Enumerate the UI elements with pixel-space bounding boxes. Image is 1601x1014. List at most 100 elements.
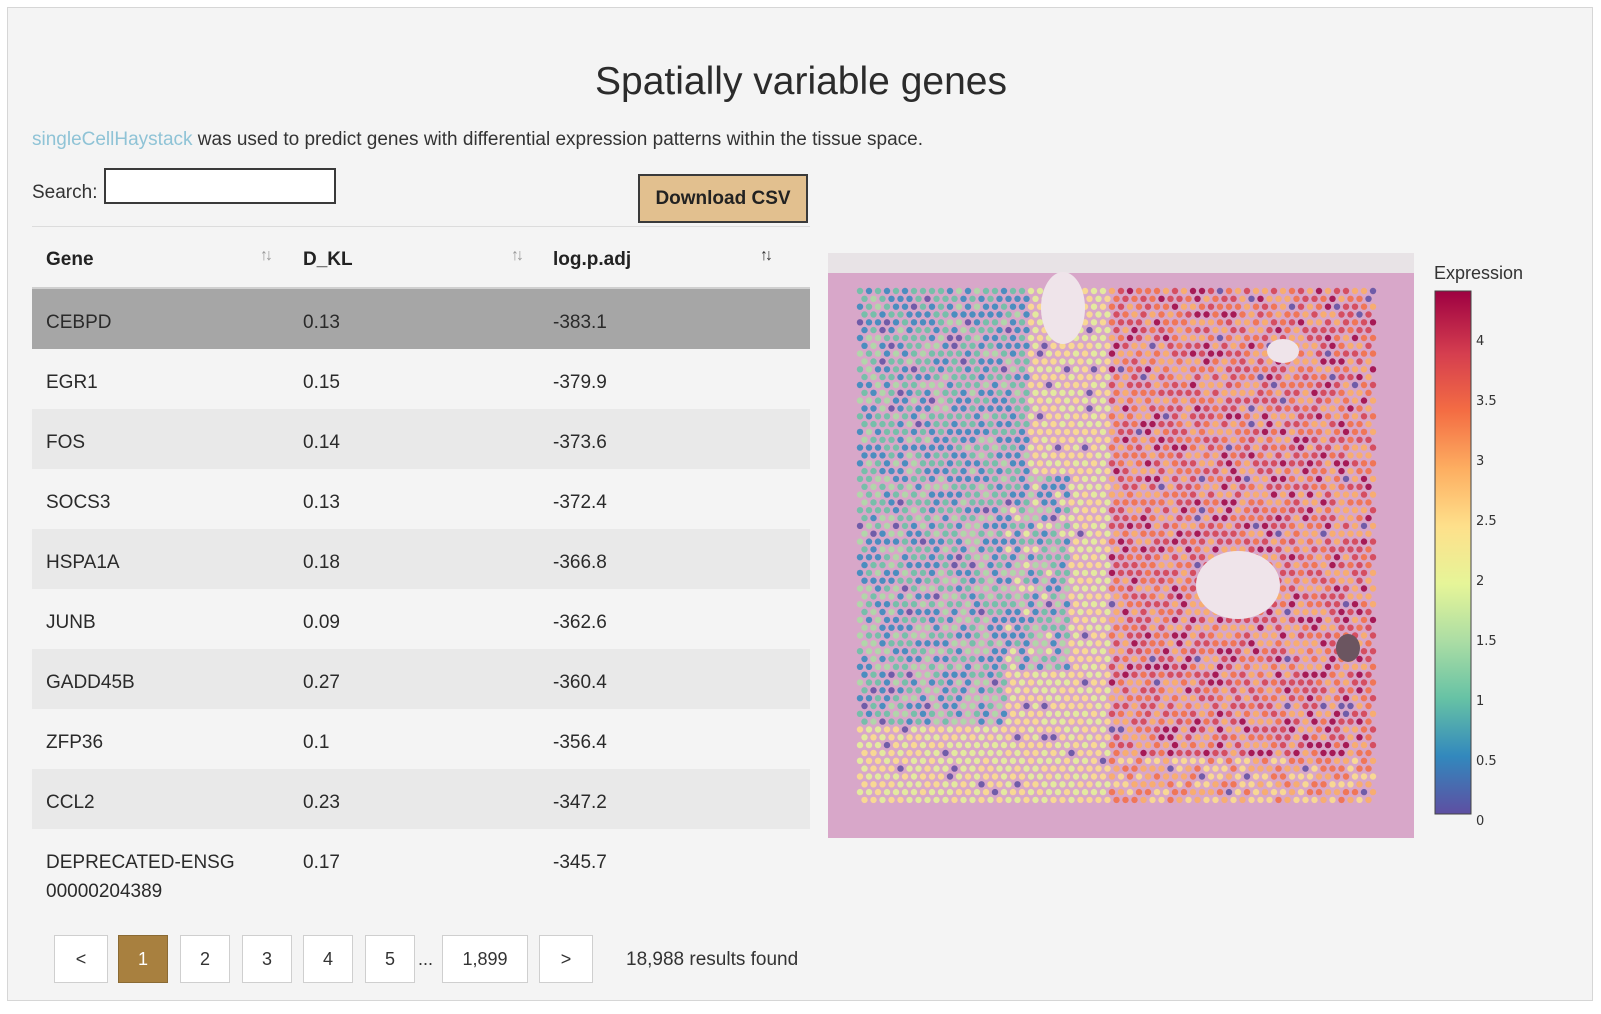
column-header-gene[interactable]: Gene (46, 249, 94, 270)
expression-spot (1005, 514, 1012, 522)
expression-spot (987, 687, 994, 694)
expression-spot (964, 741, 972, 749)
table-row[interactable]: CEBPD 0.13 -383.1 (32, 289, 810, 349)
expression-spot (1198, 413, 1206, 420)
expression-spot (1257, 718, 1264, 725)
expression-spot (955, 413, 963, 420)
page-button-last[interactable]: 1,899 (442, 935, 528, 983)
page-button-5[interactable]: 5 (365, 935, 415, 983)
table-row[interactable]: GADD45B 0.27 -360.4 (32, 649, 810, 709)
page-button-1[interactable]: 1 (118, 935, 168, 983)
expression-spot (919, 632, 927, 639)
table-row[interactable]: ZFP36 0.1 -356.4 (32, 709, 810, 769)
expression-spot (955, 366, 963, 373)
expression-spot (1032, 452, 1039, 459)
expression-spot (996, 608, 1003, 616)
table-row[interactable]: DEPRECATED-ENSG00000204389 0.17 -345.7 (32, 829, 810, 905)
table-row[interactable]: CCL2 0.23 -347.2 (32, 769, 810, 829)
expression-spot (1306, 334, 1314, 342)
spatial-expression-plot[interactable] (828, 253, 1414, 838)
expression-spot (942, 671, 949, 678)
table-row[interactable]: EGR1 0.15 -379.9 (32, 349, 810, 409)
expression-spot (1153, 601, 1161, 608)
expression-spot (870, 373, 877, 381)
expression-spot (1342, 695, 1350, 702)
expression-spot (1068, 530, 1075, 537)
expression-spot (1099, 601, 1107, 608)
expression-spot (1000, 585, 1008, 592)
table-row[interactable]: FOS 0.14 -373.6 (32, 409, 810, 469)
expression-spot (933, 655, 940, 663)
table-row[interactable]: HSPA1A 0.18 -366.8 (32, 529, 810, 589)
expression-spot (1252, 695, 1260, 702)
singlecellhaystack-link[interactable]: singleCellHaystack (32, 129, 193, 150)
expression-spot (1140, 358, 1147, 365)
expression-spot (901, 397, 909, 404)
expression-spot (1243, 413, 1251, 420)
expression-spot (861, 389, 868, 396)
expression-spot (933, 765, 940, 772)
expression-spot (1122, 420, 1129, 428)
expression-spot (1144, 632, 1152, 639)
expression-spot (1351, 773, 1359, 780)
expression-spot (1045, 788, 1053, 796)
expression-spot (874, 554, 882, 561)
table-row[interactable]: SOCS3 0.13 -372.4 (32, 469, 810, 529)
expression-spot (906, 436, 913, 443)
expression-spot (1171, 428, 1179, 436)
expression-spot (1320, 718, 1327, 725)
expression-spot (1221, 765, 1228, 772)
next-page-button[interactable]: > (539, 935, 593, 983)
expression-spot (1090, 366, 1098, 373)
expression-spot (987, 373, 994, 381)
expression-spot (1252, 507, 1260, 514)
sort-logp-icon[interactable]: ↑↓ (760, 247, 773, 264)
expression-spot (1063, 428, 1071, 436)
expression-spot (856, 788, 864, 796)
expression-spot (1135, 679, 1143, 686)
prev-page-button[interactable]: < (54, 935, 108, 983)
expression-spot (906, 718, 913, 725)
expression-spot (1207, 303, 1215, 310)
expression-spot (1050, 452, 1057, 459)
column-header-logp[interactable]: log.p.adj (553, 249, 632, 270)
expression-spot (901, 366, 909, 373)
expression-spot (924, 640, 931, 647)
expression-spot (1099, 350, 1107, 357)
expression-spot (973, 491, 981, 498)
expression-spot (1023, 326, 1030, 334)
expression-spot (1149, 734, 1156, 741)
column-header-dkl[interactable]: D_KL (303, 249, 353, 270)
page-button-4[interactable]: 4 (303, 935, 353, 983)
page-button-3[interactable]: 3 (242, 935, 292, 983)
expression-spot (1360, 366, 1368, 373)
expression-spot (1279, 287, 1287, 295)
expression-spot (982, 679, 990, 686)
expression-spot (1230, 702, 1237, 710)
expression-spot (1158, 483, 1165, 490)
expression-spot (1297, 522, 1305, 530)
expression-spot (933, 405, 940, 412)
expression-spot (1050, 577, 1057, 584)
expression-spot (1333, 366, 1341, 373)
expression-spot (856, 695, 864, 702)
expression-spot (1212, 781, 1219, 788)
page-button-2[interactable]: 2 (180, 935, 230, 983)
expression-spot (996, 311, 1003, 318)
expression-spot (1041, 687, 1048, 694)
search-input[interactable] (104, 168, 336, 204)
expression-spot (1221, 687, 1228, 694)
expression-spot (1252, 788, 1260, 796)
expression-spot (1347, 311, 1354, 318)
expression-spot (924, 702, 931, 710)
expression-spot (951, 640, 958, 647)
sort-dkl-icon[interactable]: ↑↓ (511, 247, 524, 264)
expression-spot (1068, 749, 1075, 757)
download-csv-button[interactable]: Download CSV (638, 174, 808, 223)
expression-spot (1131, 467, 1138, 475)
sort-gene-icon[interactable]: ↑↓ (260, 247, 273, 264)
expression-spot (892, 303, 900, 310)
expression-spot (964, 632, 972, 639)
table-row[interactable]: JUNB 0.09 -362.6 (32, 589, 810, 649)
expression-spot (1005, 734, 1012, 741)
